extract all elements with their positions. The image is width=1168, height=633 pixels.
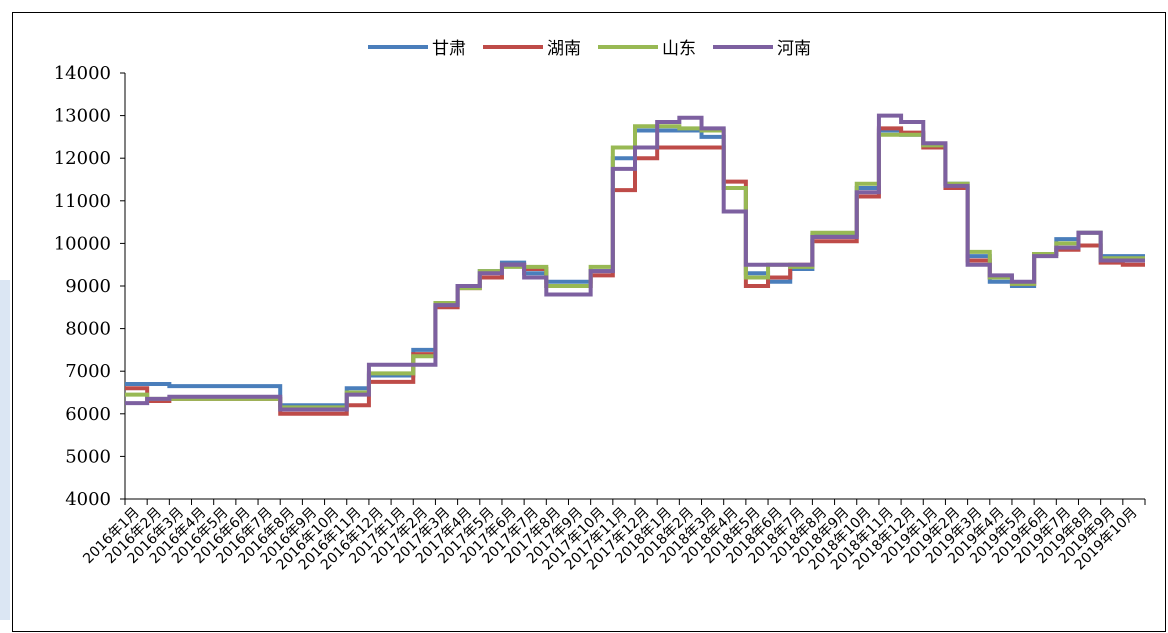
x-axis: 2016年1月2016年2月2016年3月2016年4月2016年5月2016年… [80,498,1146,573]
legend-item: 山东 [598,39,696,59]
legend: 甘肃 湖南 山东 河南 [368,39,811,59]
left-edge-band [0,280,10,620]
legend-item: 湖南 [483,39,581,59]
y-tick-label: 6000 [65,404,111,425]
legend-item: 甘肃 [368,39,466,59]
y-tick-label: 13000 [54,106,111,127]
legend-label: 甘肃 [432,39,466,59]
y-tick-label: 5000 [65,446,111,467]
y-tick-label: 9000 [65,276,111,297]
series-line-湖南 [125,126,1145,416]
y-tick-label: 7000 [65,361,111,382]
legend-label: 山东 [662,39,696,59]
y-tick-label: 11000 [54,191,111,212]
y-axis: 4000 5000 6000 7000 8000 9000 10000 11000 12000 1… [54,63,126,510]
y-tick-label: 14000 [54,63,111,84]
chart-frame [12,12,1166,632]
y-tick-label: 12000 [54,148,111,169]
y-tick-label: 10000 [54,233,111,254]
plot-area [125,113,1145,416]
y-tick-label: 4000 [65,489,111,510]
legend-label: 河南 [777,39,811,59]
y-tick-label: 8000 [65,319,111,340]
series-line-河南 [125,113,1145,412]
legend-label: 湖南 [547,39,581,59]
legend-item: 河南 [713,39,811,59]
